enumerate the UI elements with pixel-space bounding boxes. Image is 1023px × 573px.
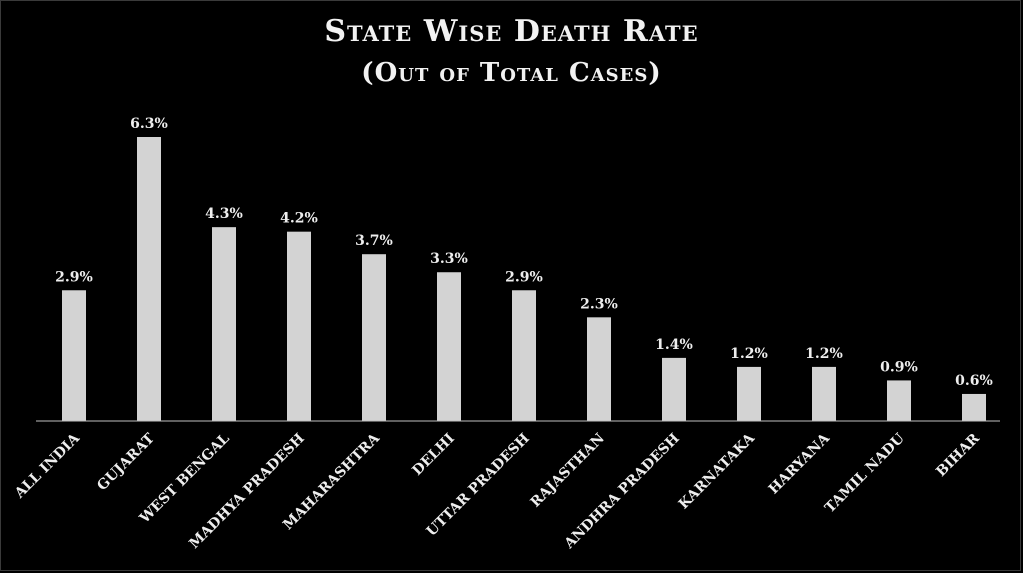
- category-label-tamil-nadu: Tamil Nadu: [822, 431, 908, 517]
- value-label-andhra-pradesh: 1.4%: [655, 337, 693, 353]
- value-label-karnataka: 1.2%: [730, 346, 768, 362]
- bar-all-india: [62, 290, 86, 421]
- value-label-west-bengal: 4.3%: [205, 206, 243, 222]
- bar-haryana: [812, 366, 836, 421]
- category-label-all-india: All India: [11, 430, 83, 502]
- value-label-gujarat: 6.3%: [130, 116, 168, 132]
- category-label-gujarat: Gujarat: [94, 430, 158, 494]
- bar-west-bengal: [212, 227, 236, 421]
- value-label-maharashtra: 3.7%: [355, 233, 393, 249]
- bar-karnataka: [737, 366, 761, 421]
- bar-madhya-pradesh: [287, 231, 311, 421]
- bar-gujarat: [137, 137, 161, 421]
- value-label-delhi: 3.3%: [430, 251, 468, 267]
- category-label-rajasthan: Rajasthan: [528, 430, 608, 510]
- chart-title: State Wise Death Rate: [324, 14, 699, 49]
- bar-rajasthan: [587, 317, 611, 421]
- chart-subtitle: (Out of Total Cases): [361, 58, 662, 88]
- value-label-bihar: 0.6%: [955, 373, 993, 389]
- value-label-all-india: 2.9%: [55, 269, 93, 285]
- category-label-haryana: Haryana: [766, 430, 834, 498]
- category-label-delhi: Delhi: [409, 431, 457, 479]
- bar-uttar-pradesh: [512, 290, 536, 421]
- value-label-rajasthan: 2.3%: [580, 296, 618, 312]
- value-label-tamil-nadu: 0.9%: [880, 359, 918, 375]
- category-label-bihar: Bihar: [933, 430, 983, 480]
- value-label-madhya-pradesh: 4.2%: [280, 211, 318, 227]
- bar-andhra-pradesh: [662, 357, 686, 421]
- category-label-karnataka: Karnataka: [676, 430, 759, 513]
- bar-delhi: [437, 272, 461, 421]
- value-label-haryana: 1.2%: [805, 346, 843, 362]
- value-label-uttar-pradesh: 2.9%: [505, 269, 543, 285]
- bar-maharashtra: [362, 254, 386, 421]
- bar-tamil-nadu: [887, 380, 911, 421]
- bar-bihar: [962, 393, 986, 421]
